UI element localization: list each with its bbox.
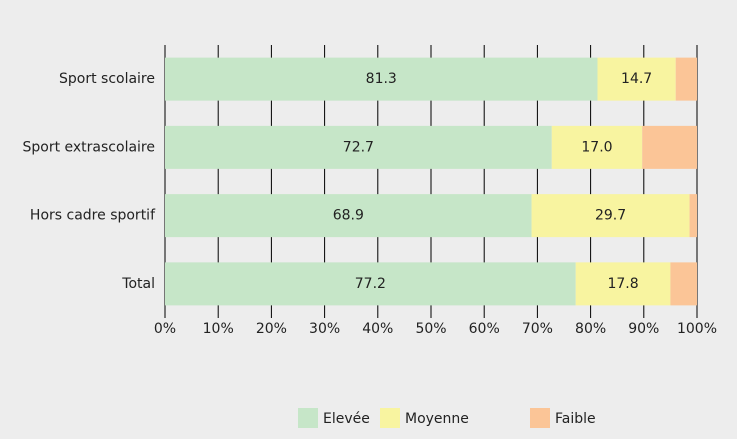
data-label: 81.3 xyxy=(366,71,397,87)
legend-swatch xyxy=(380,408,400,428)
bar-segment xyxy=(165,262,576,306)
x-tick-label: 80% xyxy=(575,321,606,337)
x-tick-label: 20% xyxy=(256,321,287,337)
x-tick-label: 10% xyxy=(203,321,234,337)
data-label: 77.2 xyxy=(355,276,386,292)
bar-segment xyxy=(575,262,671,306)
y-tick-label: Sport scolaire xyxy=(59,71,155,87)
legend-swatch xyxy=(530,408,550,428)
data-label: 14.7 xyxy=(621,71,652,87)
legend-swatch xyxy=(298,408,318,428)
x-tick-label: 30% xyxy=(309,321,340,337)
x-tick-label: 70% xyxy=(522,321,553,337)
y-tick-label: Total xyxy=(121,276,155,292)
bar-segment xyxy=(531,194,690,238)
data-label: 68.9 xyxy=(333,208,364,224)
bar-segment xyxy=(597,57,676,101)
x-tick-label: 100% xyxy=(677,321,717,337)
x-tick-label: 40% xyxy=(362,321,393,337)
bar-segment xyxy=(642,125,697,169)
data-label: 17.0 xyxy=(581,139,612,155)
bar-segment xyxy=(675,57,697,101)
data-label: 29.7 xyxy=(595,208,626,224)
legend-label: Moyenne xyxy=(405,411,469,427)
data-label: 72.7 xyxy=(343,139,374,155)
y-tick-label: Hors cadre sportif xyxy=(30,208,156,224)
x-tick-label: 60% xyxy=(469,321,500,337)
x-tick-label: 0% xyxy=(154,321,176,337)
x-tick-label: 50% xyxy=(415,321,446,337)
y-tick-label: Sport extrascolaire xyxy=(23,139,156,155)
bar-segment xyxy=(165,194,532,238)
bar-segment xyxy=(689,194,697,238)
bar-segment xyxy=(165,125,552,169)
legend-label: Faible xyxy=(555,411,596,427)
x-tick-label: 90% xyxy=(628,321,659,337)
legend-label: Elevée xyxy=(323,411,370,427)
bar-segment xyxy=(551,125,643,169)
bar-segment xyxy=(670,262,697,306)
data-label: 17.8 xyxy=(607,276,638,292)
bar-segment xyxy=(165,57,598,101)
